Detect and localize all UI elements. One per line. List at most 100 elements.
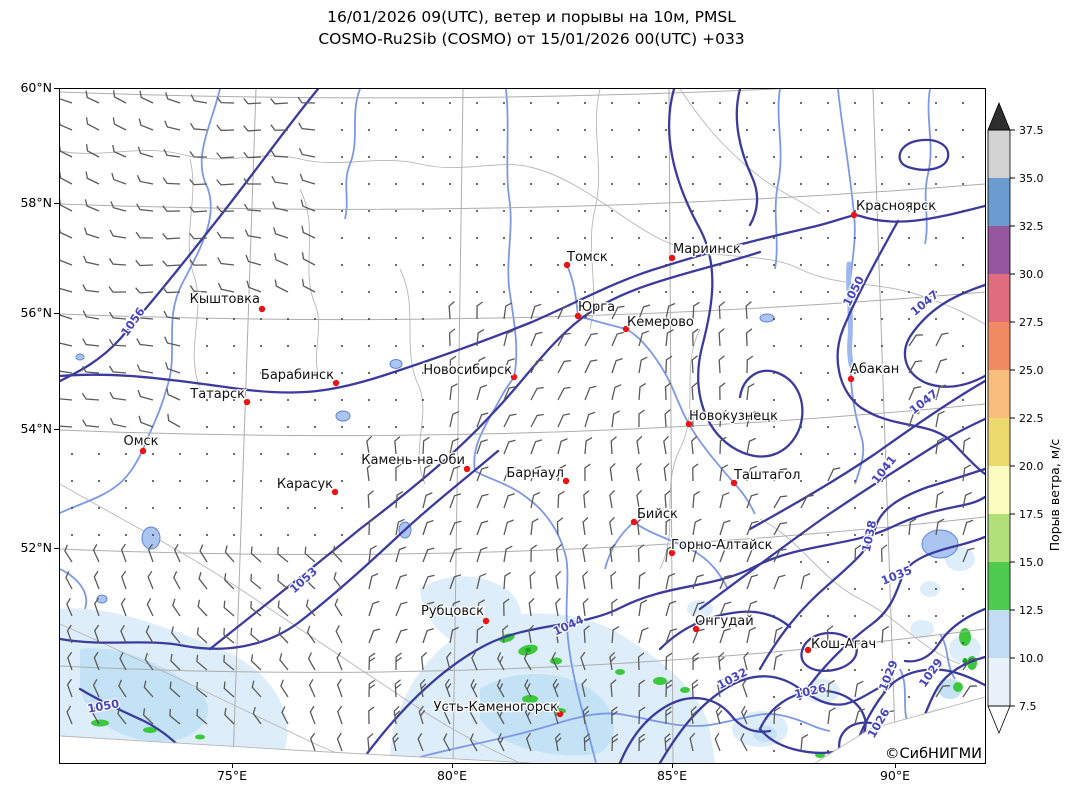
calm-dot bbox=[827, 534, 829, 536]
wind-barb bbox=[610, 679, 617, 698]
calm-dot bbox=[395, 156, 397, 158]
calm-dot bbox=[935, 102, 937, 104]
wind-barb bbox=[60, 92, 73, 104]
calm-dot bbox=[773, 318, 775, 320]
calm-dot bbox=[611, 291, 613, 293]
calm-dot bbox=[800, 237, 802, 239]
wind-barb bbox=[368, 600, 380, 617]
wind-barb bbox=[718, 355, 725, 374]
wind-barb bbox=[147, 570, 154, 590]
calm-dot bbox=[692, 156, 694, 158]
wind-barb bbox=[503, 466, 516, 482]
calm-dot bbox=[908, 642, 910, 644]
calm-dot bbox=[908, 561, 910, 563]
calm-dot bbox=[260, 453, 262, 455]
wind-barb bbox=[665, 600, 677, 617]
wind-barb bbox=[530, 439, 543, 455]
wind-barb bbox=[692, 601, 705, 617]
calm-dot bbox=[854, 291, 856, 293]
calm-dot bbox=[746, 102, 748, 104]
wind-barb bbox=[609, 462, 616, 482]
calm-dot bbox=[773, 264, 775, 266]
wind-barb bbox=[82, 338, 100, 347]
calm-dot bbox=[773, 210, 775, 212]
wind-barb bbox=[962, 519, 974, 536]
isobar-label: 1050 bbox=[86, 696, 120, 715]
lat-tick-mark bbox=[54, 548, 59, 549]
calm-dot bbox=[638, 237, 640, 239]
calm-dot bbox=[692, 264, 694, 266]
calm-dot bbox=[341, 318, 343, 320]
city-label: Бийск bbox=[637, 507, 678, 522]
calm-dot bbox=[827, 264, 829, 266]
wind-barb bbox=[638, 330, 650, 347]
calm-dot bbox=[368, 399, 370, 401]
wind-barb bbox=[422, 601, 435, 617]
wind-barb bbox=[582, 570, 589, 590]
wind-barb bbox=[609, 516, 615, 536]
wind-barb bbox=[503, 385, 516, 401]
calm-dot bbox=[530, 291, 532, 293]
wind-barb bbox=[94, 624, 100, 644]
wind-barb bbox=[91, 706, 100, 725]
calm-dot bbox=[368, 345, 370, 347]
calm-dot bbox=[854, 264, 856, 266]
calm-dot bbox=[935, 588, 937, 590]
city-label: Новокузнецк bbox=[689, 409, 778, 424]
wind-barb bbox=[449, 355, 457, 374]
city-dot bbox=[668, 549, 676, 557]
calm-dot bbox=[962, 318, 964, 320]
wind-barb bbox=[299, 173, 316, 185]
wind-barb bbox=[637, 652, 645, 671]
wind-barb bbox=[305, 573, 316, 590]
calm-dot bbox=[71, 453, 73, 455]
calm-dot bbox=[395, 129, 397, 131]
isobar-label: 1050 bbox=[840, 274, 867, 309]
calm-dot bbox=[422, 372, 424, 374]
wind-barb bbox=[746, 410, 757, 428]
calm-dot bbox=[746, 156, 748, 158]
wind-barb bbox=[746, 437, 756, 455]
calm-dot bbox=[908, 264, 910, 266]
calm-dot bbox=[800, 642, 802, 644]
wind-barb bbox=[638, 382, 647, 401]
wind-barb bbox=[503, 545, 513, 563]
wind-barb bbox=[121, 570, 127, 590]
calm-dot bbox=[800, 426, 802, 428]
wind-barb bbox=[366, 435, 373, 455]
colorbar-segment bbox=[988, 466, 1010, 514]
wind-barb bbox=[935, 410, 945, 428]
wind-barb bbox=[417, 732, 424, 752]
wind-barb bbox=[332, 545, 343, 563]
city-dot bbox=[622, 325, 630, 333]
calm-dot bbox=[395, 399, 397, 401]
calm-dot bbox=[881, 156, 883, 158]
calm-dot bbox=[71, 507, 73, 509]
wind-barb bbox=[85, 117, 100, 131]
wind-barb bbox=[224, 707, 235, 725]
credit-text: ©СибНИГМИ bbox=[885, 746, 982, 762]
wind-barb bbox=[245, 254, 262, 266]
calm-dot bbox=[719, 102, 721, 104]
wind-barb bbox=[935, 358, 948, 374]
wind-barb bbox=[449, 383, 458, 401]
wind-barb bbox=[496, 679, 505, 698]
wind-barb bbox=[199, 544, 208, 563]
wind-barb bbox=[368, 652, 376, 671]
wind-barb bbox=[190, 94, 208, 104]
calm-dot bbox=[287, 507, 289, 509]
wind-barb bbox=[395, 601, 408, 617]
calm-dot bbox=[395, 237, 397, 239]
wind-barb bbox=[136, 203, 154, 212]
wind-barb bbox=[85, 171, 100, 185]
wind-barb bbox=[503, 302, 513, 320]
wind-barb bbox=[740, 705, 748, 725]
calm-dot bbox=[638, 102, 640, 104]
calm-dot bbox=[422, 237, 424, 239]
wind-barb bbox=[609, 489, 616, 509]
calm-dot bbox=[827, 210, 829, 212]
city-dot bbox=[556, 710, 564, 718]
city-label: Татарск bbox=[189, 387, 245, 402]
wind-barb bbox=[476, 625, 484, 644]
wind-barb bbox=[67, 651, 73, 671]
